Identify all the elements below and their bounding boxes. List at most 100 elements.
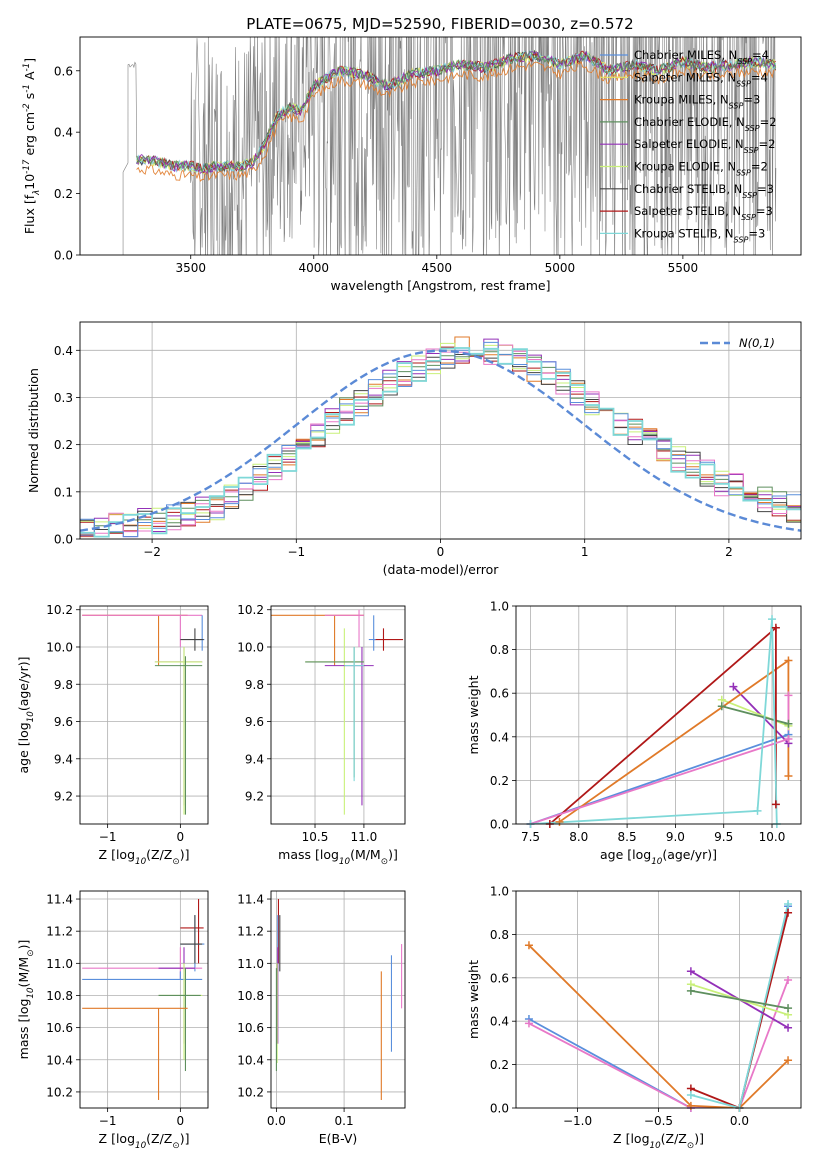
y-tick-label: 10.6 — [237, 1021, 264, 1035]
y-tick-label: 11.0 — [46, 957, 73, 971]
chart-title: PLATE=0675, MJD=52590, FIBERID=0030, z=0… — [246, 15, 633, 33]
y-tick-label: 0.2 — [490, 774, 509, 788]
axes-mass_vs_ebv: 0.0 0.1 10.2 10.4 10.6 10.8 11.0 11.2 11.4 E(B-V) — [237, 890, 406, 1146]
weight-marker-salpeter_stelib — [784, 908, 793, 917]
x-tick-label: 9.0 — [666, 830, 685, 844]
axes-frame — [515, 605, 802, 825]
axes-mass_vs_Z: −1 0 10.2 10.4 10.6 10.8 11.0 11.2 11.4 Z [log10(… — [16, 890, 209, 1151]
axes-frame — [515, 890, 802, 1109]
x-tick-label: 8.5 — [618, 830, 637, 844]
x-tick-label: 11.0 — [351, 830, 378, 844]
weight-line-salpeter_stelib — [549, 625, 777, 824]
histogram-chabrier_stelib — [80, 354, 801, 530]
axes-frame — [79, 321, 802, 540]
y-tick-label: 0.2 — [490, 1058, 509, 1072]
y-tick-label: 9.2 — [245, 790, 264, 804]
weight-line-kroupa_stelib — [690, 903, 789, 1108]
weight-line-kroupa_stelib — [530, 619, 778, 824]
y-tick-label: 9.2 — [54, 790, 73, 804]
x-tick-label: 3500 — [175, 261, 206, 275]
y-tick-label: 0.2 — [54, 187, 73, 201]
legend-label-kroupa_elodie: Kroupa ELODIE, NSSP=2 — [634, 160, 768, 178]
weight-marker-kroupa_stelib — [753, 806, 762, 815]
y-tick-label: 10.6 — [46, 1021, 73, 1035]
axes-frame — [79, 890, 209, 1109]
x-tick-label: −1 — [99, 830, 117, 844]
weight-marker-kroupa_miles — [784, 1056, 793, 1065]
y-tick-label: 0.6 — [54, 64, 73, 78]
legend-label-chabrier_stelib: Chabrier STELIB, NSSP=3 — [634, 182, 774, 200]
x-tick-label: −1 — [99, 1114, 117, 1128]
x-tick-label: 0 — [177, 1114, 185, 1128]
weight-line-pink — [528, 979, 789, 1108]
weight-line-kroupa_miles — [558, 658, 790, 823]
x-axis-label: wavelength [Angstrom, rest frame] — [330, 278, 550, 293]
x-axis-label: Z [log10(Z/Z⊙)] — [613, 1131, 704, 1151]
x-tick-label: 8.0 — [569, 830, 588, 844]
y-tick-label: 10.2 — [237, 1085, 264, 1099]
weight-line-kroupa_miles — [528, 944, 789, 1108]
weight-marker-kroupa_stelib — [768, 615, 777, 624]
x-tick-label: 0.0 — [267, 1114, 286, 1128]
normal-distribution-curve — [80, 349, 801, 532]
y-tick-label: 0.0 — [490, 1102, 509, 1116]
y-tick-label: 10.2 — [46, 1085, 73, 1099]
axes-spectrum: 3500 4000 4500 5000 5500 0.0 0.2 0.4 0.6 waveleng… — [22, 36, 802, 293]
weight-marker-kroupa_stelib — [686, 1090, 695, 1099]
y-tick-label: 9.6 — [245, 715, 264, 729]
legend-label-kroupa_miles: Kroupa MILES, NSSP=3 — [634, 93, 760, 111]
y-tick-label: 9.4 — [245, 752, 264, 766]
y-axis-label: mass [log10(M/M⊙)] — [16, 940, 36, 1060]
x-axis-label: (data-model)/error — [383, 562, 500, 577]
y-tick-label: 10.4 — [46, 1053, 73, 1067]
x-tick-label: −1 — [287, 545, 305, 559]
axes-frame — [270, 605, 406, 825]
y-tick-label: 0.1 — [54, 485, 73, 499]
x-tick-label: 0 — [177, 830, 185, 844]
x-axis-label: Z [log10(Z/Z⊙)] — [99, 1131, 190, 1151]
y-tick-label: 11.0 — [237, 957, 264, 971]
y-tick-label: 0.8 — [490, 928, 509, 942]
x-axis-label: Z [log10(Z/Z⊙)] — [99, 847, 190, 867]
y-tick-label: 9.4 — [54, 752, 73, 766]
plot-area-spectrum — [122, 37, 777, 255]
spectrum-model-kroupa_miles — [136, 60, 776, 182]
axes-age_vs_mass: 10.5 11.0 9.2 9.4 9.6 9.8 10.0 10.2 mass [log10(… — [237, 603, 406, 867]
weight-marker-chabrier_elodie — [686, 986, 695, 995]
weight-marker-pink — [524, 1019, 533, 1028]
y-tick-label: 0.3 — [54, 391, 73, 405]
x-tick-label: 2 — [725, 545, 733, 559]
y-tick-label: 0.4 — [490, 1015, 509, 1029]
y-tick-label: 10.8 — [237, 989, 264, 1003]
weight-marker-salpeter_elodie — [784, 1023, 793, 1032]
y-tick-label: 0.4 — [490, 730, 509, 744]
weight-marker-salpeter_stelib — [771, 800, 780, 809]
plot-area-mass_vs_ebv — [275, 899, 403, 1100]
weight-line-pink — [530, 695, 790, 824]
spectrum-model-salpeter_miles — [136, 50, 777, 175]
weight-marker-pink — [784, 734, 793, 743]
x-tick-label: 10.5 — [302, 830, 329, 844]
y-axis-label: age [log10(age/yr)] — [16, 656, 36, 773]
y-tick-label: 11.4 — [237, 893, 264, 907]
weight-marker-salpeter_elodie — [686, 967, 695, 976]
spectrum-model-kroupa_stelib — [136, 49, 777, 173]
plot-area-mass_vs_Z — [82, 899, 205, 1100]
weight-marker-kroupa_miles — [784, 772, 793, 781]
weight-marker-chabrier_elodie — [784, 1004, 793, 1013]
weight-marker-chabrier_elodie — [717, 702, 726, 711]
legend-label-normal: N(0,1) — [739, 336, 775, 350]
y-tick-label: 0.6 — [490, 971, 509, 985]
y-tick-label: 0.4 — [54, 126, 73, 140]
spectrum-data-line — [122, 37, 777, 255]
weight-marker-kroupa_miles — [524, 941, 533, 950]
legend-label-salpeter_stelib: Salpeter STELIB, NSSP=3 — [634, 204, 773, 222]
y-axis-label: Normed distribution — [26, 368, 41, 493]
legend-label-chabrier_elodie: Chabrier ELODIE, NSSP=2 — [634, 115, 777, 132]
plot-area-weight_vs_Z — [528, 903, 789, 1108]
y-tick-label: 0.8 — [490, 643, 509, 657]
plot-area-age_vs_Z — [82, 614, 205, 815]
weight-line-salpeter_stelib — [690, 912, 789, 1108]
x-axis-label: age [log10(age/yr)] — [600, 847, 717, 867]
histogram-chabrier_miles — [80, 341, 801, 538]
